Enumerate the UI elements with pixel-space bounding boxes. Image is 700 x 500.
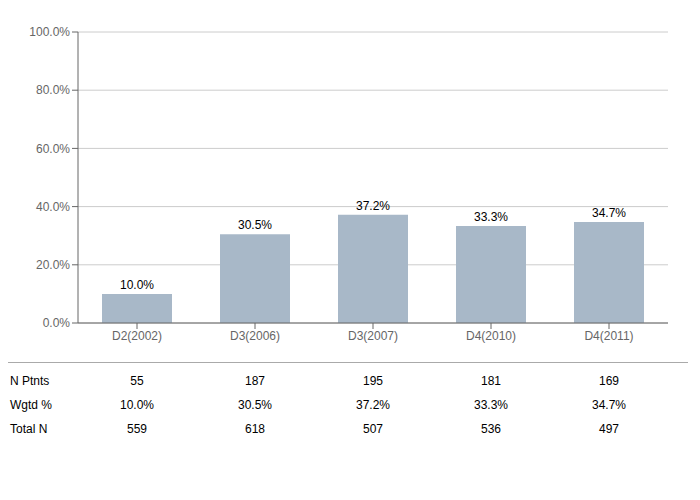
- svg-text:10.0%: 10.0%: [120, 278, 154, 292]
- html-text:507: 507: [363, 422, 383, 436]
- svg-text:D4(2010): D4(2010): [466, 329, 516, 343]
- html-text:169: 169: [599, 374, 619, 388]
- html-text:33.3%: 33.3%: [474, 398, 508, 412]
- html-text:34.7%: 34.7%: [592, 398, 626, 412]
- svg-text:D4(2011): D4(2011): [584, 329, 633, 343]
- html-text:37.2%: 37.2%: [356, 398, 390, 412]
- html-text:Total N: Total N: [10, 422, 48, 436]
- html-text:187: 187: [245, 374, 265, 388]
- html-text:536: 536: [481, 422, 501, 436]
- html-text:N Ptnts: N Ptnts: [10, 374, 50, 388]
- svg-text:33.3%: 33.3%: [474, 210, 508, 224]
- svg-text:40.0%: 40.0%: [36, 200, 70, 214]
- html-text:559: 559: [127, 422, 147, 436]
- html-text:195: 195: [363, 374, 383, 388]
- html-text:497: 497: [599, 422, 619, 436]
- html-text:30.5%: 30.5%: [238, 398, 272, 412]
- svg-text:60.0%: 60.0%: [36, 142, 70, 156]
- svg-text:100.0%: 100.0%: [29, 25, 70, 39]
- svg-text:80.0%: 80.0%: [36, 83, 70, 97]
- svg-text:D2(2002): D2(2002): [112, 329, 162, 343]
- html-text:Wgtd %: Wgtd %: [10, 398, 52, 412]
- html-text:55: 55: [130, 374, 144, 388]
- svg-text:30.5%: 30.5%: [238, 218, 272, 232]
- html-text:618: 618: [245, 422, 265, 436]
- svg-text:37.2%: 37.2%: [356, 199, 390, 213]
- svg-text:0.0%: 0.0%: [43, 316, 71, 330]
- html-text:181: 181: [481, 374, 501, 388]
- svg-text:34.7%: 34.7%: [592, 206, 626, 220]
- svg-text:20.0%: 20.0%: [36, 258, 70, 272]
- svg-text:D3(2006): D3(2006): [230, 329, 280, 343]
- svg-text:D3(2007): D3(2007): [348, 329, 398, 343]
- html-text:10.0%: 10.0%: [120, 398, 154, 412]
